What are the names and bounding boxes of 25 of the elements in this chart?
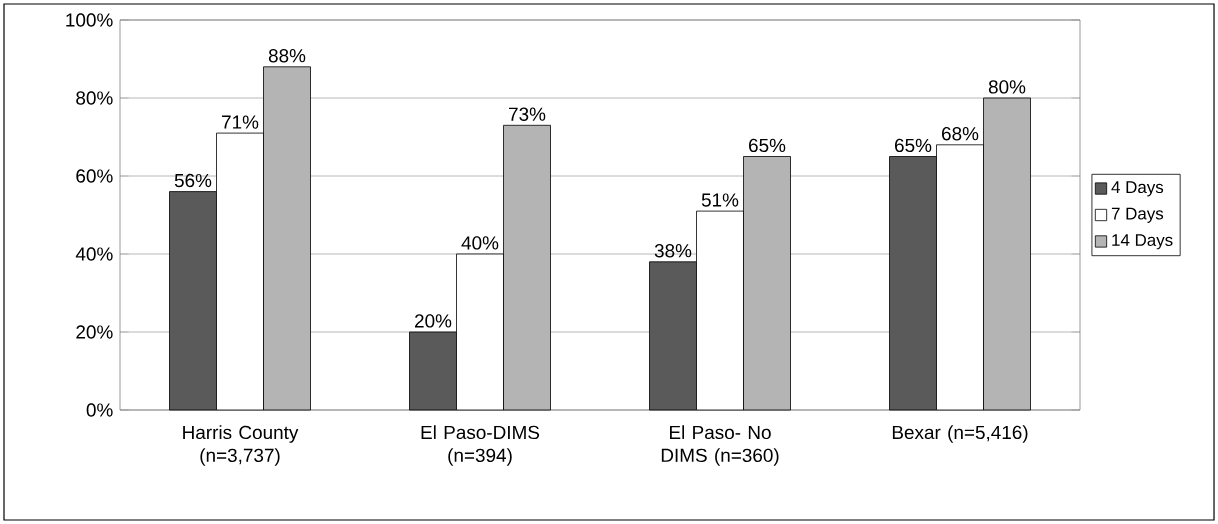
data-label: 80% — [988, 80, 1026, 94]
data-label: 40% — [461, 236, 499, 250]
data-label: 88% — [268, 49, 306, 63]
data-label: 71% — [222, 115, 259, 129]
data-label: 65% — [749, 138, 786, 153]
legend-label: 7 Days — [1111, 207, 1164, 223]
data-label: 73% — [509, 107, 546, 121]
y-tick-label: 100% — [66, 13, 113, 27]
x-tick-label: El Paso-DIMS (n=394) — [421, 425, 540, 466]
data-label: 20% — [415, 314, 452, 328]
y-tick-label: 80% — [76, 91, 113, 105]
y-tick-label: 60% — [76, 169, 113, 183]
x-tick-label: El Paso- No DIMS (n=360) — [661, 425, 779, 466]
data-label: 56% — [174, 173, 212, 188]
data-label: 38% — [654, 244, 692, 258]
legend-label: 14 Days — [1112, 234, 1173, 250]
x-tick-label: Harris County (n=3,737) — [183, 425, 299, 466]
data-label: 68% — [942, 127, 979, 141]
legend-label: 4 Days — [1111, 181, 1164, 197]
y-tick-label: 0% — [86, 403, 113, 417]
y-tick-label: 20% — [76, 325, 113, 339]
data-label: 51% — [701, 193, 739, 207]
x-tick-label: Bexar (n=5,416) — [892, 425, 1028, 443]
y-tick-label: 40% — [75, 247, 113, 261]
data-label: 65% — [895, 138, 932, 153]
